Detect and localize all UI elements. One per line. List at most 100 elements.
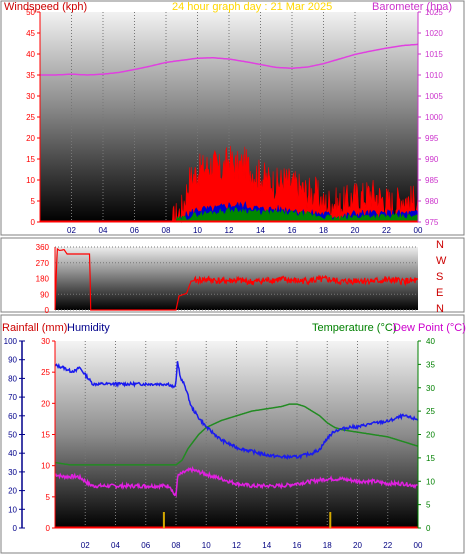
humidity-axis-label: Humidity — [67, 322, 110, 334]
windspeed-tick-label: 45 — [26, 29, 35, 38]
rainfall-tick-label: 10 — [41, 462, 50, 471]
dewpoint-series — [54, 465, 419, 498]
humidity-tick-label: 0 — [13, 524, 18, 533]
bottom-x-tick-label: 12 — [232, 541, 241, 550]
top-x-tick-label: 00 — [414, 226, 423, 235]
humidity-tick-label: 60 — [8, 412, 17, 421]
humidity-tick-label: 90 — [8, 356, 17, 365]
top-x-tick-label: 14 — [256, 226, 265, 235]
wind-direction-series — [54, 247, 419, 311]
top-x-tick-label: 02 — [67, 226, 76, 235]
barometer-tick-label: 975 — [425, 218, 439, 227]
barometer-tick-label: 1015 — [425, 50, 443, 59]
windspeed-tick-label: 35 — [26, 71, 35, 80]
windspeed-tick-label: 10 — [26, 176, 35, 185]
humidity-tick-label: 10 — [8, 505, 17, 514]
chart-title: 24 hour graph day : 21 Mar 2025 — [172, 1, 332, 13]
compass-label: W — [436, 255, 447, 267]
temperature-tick-label: 0 — [426, 524, 431, 533]
bottom-x-tick-label: 02 — [81, 541, 90, 550]
temperature-tick-label: 40 — [426, 337, 435, 346]
windspeed-tick-label: 0 — [31, 218, 36, 227]
barometer-series — [40, 43, 419, 76]
top-axes: 0510152025303540455097598098599099510001… — [26, 8, 443, 235]
humidity-series — [54, 361, 419, 460]
windspeed-tick-label: 30 — [26, 92, 35, 101]
barometer-tick-label: 980 — [425, 197, 439, 206]
direction-tick-label: 360 — [36, 243, 50, 252]
bottom-x-tick-label: 18 — [323, 541, 332, 550]
temperature-tick-label: 5 — [426, 501, 431, 510]
barometer-tick-label: 995 — [425, 134, 439, 143]
temperature-tick-label: 30 — [426, 384, 435, 393]
top-x-tick-label: 08 — [162, 226, 171, 235]
direction-tick-label: 270 — [36, 259, 50, 268]
temperature-tick-label: 20 — [426, 431, 435, 440]
top-marks — [40, 43, 419, 224]
bottom-axes: 0102030405060708090100051015202530051015… — [4, 337, 436, 550]
humidity-tick-label: 20 — [8, 487, 17, 496]
windspeed-tick-label: 15 — [26, 155, 35, 164]
windspeed-tick-label: 50 — [26, 8, 35, 17]
bottom-x-tick-label: 14 — [262, 541, 271, 550]
windspeed-tick-label: 40 — [26, 50, 35, 59]
bottom-x-tick-label: 16 — [293, 541, 302, 550]
rainfall-tick-label: 25 — [41, 368, 50, 377]
top-x-tick-label: 18 — [319, 226, 328, 235]
windspeed-tick-label: 25 — [26, 113, 35, 122]
top-x-tick-label: 10 — [193, 226, 202, 235]
barometer-tick-label: 985 — [425, 176, 439, 185]
bottom-x-tick-label: 00 — [414, 541, 423, 550]
compass-label: N — [436, 303, 444, 315]
rainfall-tick-label: 20 — [41, 399, 50, 408]
humidity-tick-label: 100 — [4, 337, 18, 346]
temperature-tick-label: 10 — [426, 477, 435, 486]
bottom-x-tick-label: 22 — [383, 541, 392, 550]
temperature-series — [54, 403, 419, 466]
windspeed-tick-label: 5 — [31, 197, 36, 206]
temperature-tick-label: 25 — [426, 407, 435, 416]
rainfall-axis-label: Rainfall (mm) — [2, 322, 67, 334]
direction-marks — [54, 247, 419, 311]
bottom-x-tick-label: 10 — [202, 541, 211, 550]
direction-tick-label: 180 — [36, 275, 50, 284]
top-x-tick-label: 16 — [288, 226, 297, 235]
compass-label: E — [436, 287, 443, 299]
top-x-tick-label: 20 — [351, 226, 360, 235]
top-x-tick-label: 22 — [382, 226, 391, 235]
top-x-tick-label: 04 — [99, 226, 108, 235]
bottom-x-tick-label: 20 — [353, 541, 362, 550]
direction-axes: 0 90 180 270 360 — [36, 243, 56, 315]
humidity-tick-label: 40 — [8, 449, 17, 458]
compass-label: S — [436, 271, 443, 283]
direction-tick-label: 90 — [40, 290, 49, 299]
rainfall-tick-label: 15 — [41, 431, 50, 440]
barometer-tick-label: 1020 — [425, 29, 443, 38]
barometer-tick-label: 1000 — [425, 113, 443, 122]
temperature-tick-label: 35 — [426, 360, 435, 369]
top-x-tick-label: 12 — [225, 226, 234, 235]
direction-tick-label: 0 — [45, 306, 50, 315]
barometer-axis-label: Barometer (hpa) — [372, 1, 452, 13]
barometer-tick-label: 1010 — [425, 71, 443, 80]
humidity-tick-label: 30 — [8, 468, 17, 477]
humidity-tick-label: 70 — [8, 393, 17, 402]
bottom-x-tick-label: 08 — [172, 541, 181, 550]
barometer-tick-label: 1025 — [425, 8, 443, 17]
barometer-tick-label: 990 — [425, 155, 439, 164]
top-x-tick-label: 06 — [130, 226, 139, 235]
bottom-x-tick-label: 06 — [141, 541, 150, 550]
dewpoint-axis-label: Dew Point (°C) — [393, 322, 466, 334]
barometer-tick-label: 1005 — [425, 92, 443, 101]
rainfall-tick-label: 0 — [46, 524, 51, 533]
temperature-axis-label: Temperature (°C) — [312, 322, 396, 334]
rainfall-tick-label: 30 — [41, 337, 50, 346]
humidity-tick-label: 80 — [8, 374, 17, 383]
bottom-x-tick-label: 04 — [111, 541, 120, 550]
compass-label: N — [436, 239, 444, 251]
windspeed-axis-label: Windspeed (kph) — [4, 1, 87, 13]
humidity-tick-label: 50 — [8, 431, 17, 440]
